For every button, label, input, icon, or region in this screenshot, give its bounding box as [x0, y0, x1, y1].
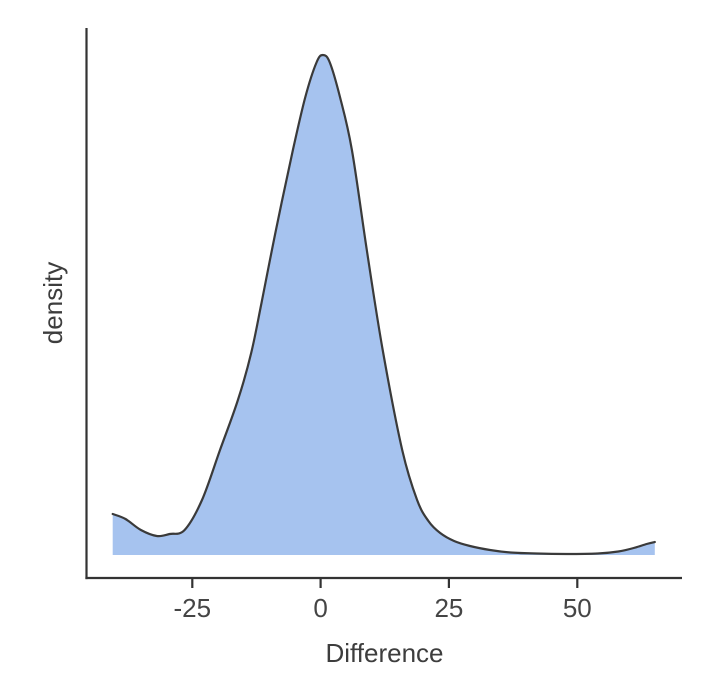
x-tick-label: 0 [313, 593, 327, 623]
density-area [112, 55, 655, 555]
density-curve [111, 53, 656, 556]
x-axis-title: Difference [325, 638, 443, 668]
density-series-layer [111, 53, 656, 556]
x-tick-label: 25 [434, 593, 463, 623]
x-tick-label: -25 [174, 593, 212, 623]
y-axis-title: density [38, 262, 68, 344]
x-tick-label: 50 [563, 593, 592, 623]
axes-layer: -25 0 25 50 [85, 28, 682, 623]
